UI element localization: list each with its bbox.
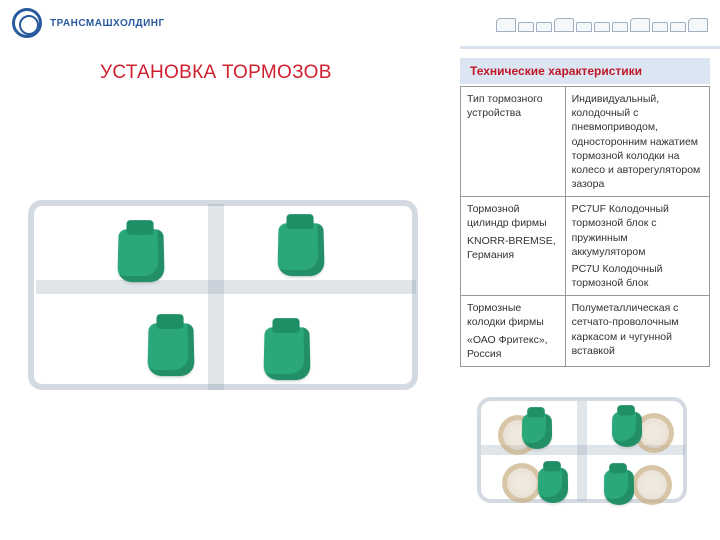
table-row: Тип тормозного устройстваИндивидуальный,…	[461, 87, 710, 197]
brake-unit-icon	[612, 412, 643, 447]
header: ТРАНСМАШХОЛДИНГ	[0, 0, 720, 46]
brake-unit-icon	[538, 468, 569, 503]
header-divider	[460, 46, 720, 49]
spec-table: Тип тормозного устройстваИндивидуальный,…	[460, 86, 710, 367]
spec-label: Тип тормозного устройства	[461, 87, 566, 197]
brake-render-main	[8, 170, 438, 420]
brake-unit-icon	[604, 470, 635, 505]
wheel-icon	[632, 465, 672, 505]
page-title: УСТАНОВКА ТОРМОЗОВ	[100, 62, 332, 84]
train-silhouettes-icon	[496, 16, 708, 32]
brake-unit-icon	[263, 327, 310, 380]
brake-unit-icon	[117, 229, 164, 282]
brake-unit-icon	[277, 223, 324, 276]
spec-value: Индивидуальный, колодочный с пневмоприво…	[565, 87, 709, 197]
wheel-icon	[502, 463, 542, 503]
logo-icon	[12, 8, 42, 38]
company-name: ТРАНСМАШХОЛДИНГ	[50, 18, 165, 29]
spec-value: Полуметаллическая с сетчато-проволочным …	[565, 296, 709, 367]
brake-unit-icon	[147, 323, 194, 376]
table-row: Тормозные колодки фирмы«ОАО Фритекс», Ро…	[461, 296, 710, 367]
spec-label: Тормозные колодки фирмы«ОАО Фритекс», Ро…	[461, 296, 566, 367]
table-row: Тормозной цилиндр фирмыKNORR-BREMSE, Гер…	[461, 197, 710, 296]
spec-heading: Технические характеристики	[460, 58, 710, 84]
brake-unit-icon	[522, 414, 553, 449]
spec-label: Тормозной цилиндр фирмыKNORR-BREMSE, Гер…	[461, 197, 566, 296]
brake-render-small	[472, 385, 702, 525]
spec-value: PC7UF Колодочный тормозной блок с пружин…	[565, 197, 709, 296]
